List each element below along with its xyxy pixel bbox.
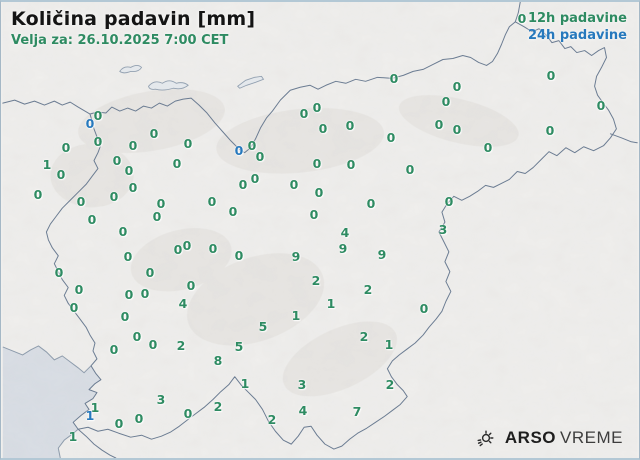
italy-austria-border [2,99,91,115]
austria-hungary-border [514,2,521,23]
lake [119,64,265,91]
hungary-croatia-border [609,133,638,144]
brand-product: VREME [560,428,623,447]
slovenia-border [45,21,617,450]
brand-agency: ARSO [504,428,557,447]
valid-time-label: Velja za: 26.10.2025 7:00 CET [11,33,229,48]
map-legend: 12h padavine 24h padavine [528,10,627,44]
map-header: Količina padavin [mm] Velja za: 26.10.20… [11,8,255,48]
brand-logo: ARSO VREME [475,428,623,448]
sun-icon [477,430,494,447]
croatia-istria-border [77,428,117,458]
legend-item-24h: 24h padavine [527,28,627,43]
legend-item-12h: 12h padavine [527,11,627,26]
page-title: Količina padavin [mm] [11,8,256,30]
brand-text: ARSO VREME [505,428,623,448]
